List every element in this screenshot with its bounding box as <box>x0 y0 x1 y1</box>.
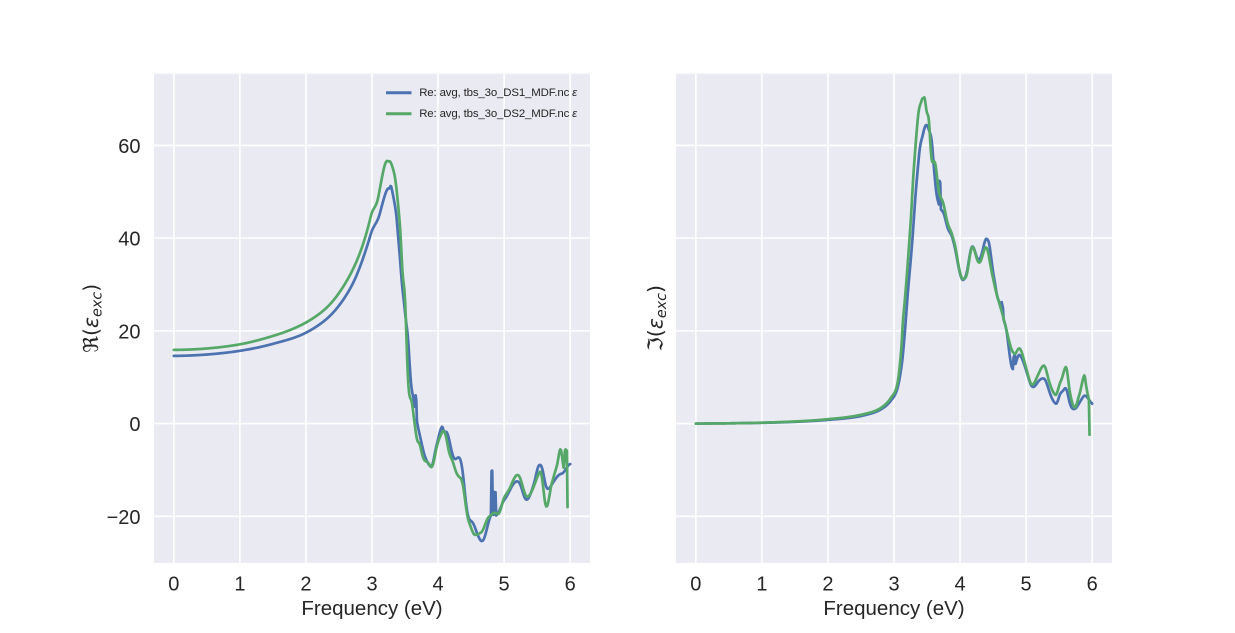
svg-text:−20: −20 <box>107 507 141 529</box>
svg-text:Re: avg, tbs_3o_DS1_MDF.nc ε: Re: avg, tbs_3o_DS1_MDF.nc ε <box>419 87 578 99</box>
svg-text:60: 60 <box>118 136 140 158</box>
svg-text:6: 6 <box>565 574 576 596</box>
svg-text:0: 0 <box>129 414 140 436</box>
svg-text:40: 40 <box>118 229 140 251</box>
svg-text:1: 1 <box>756 574 767 596</box>
svg-text:4: 4 <box>433 574 444 596</box>
svg-text:20: 20 <box>118 321 140 343</box>
svg-text:3: 3 <box>888 574 899 596</box>
svg-text:0: 0 <box>168 574 179 596</box>
svg-text:Frequency (eV): Frequency (eV) <box>823 597 964 620</box>
svg-text:Re: avg, tbs_3o_DS2_MDF.nc ε: Re: avg, tbs_3o_DS2_MDF.nc ε <box>419 108 578 120</box>
svg-text:5: 5 <box>1021 574 1032 596</box>
svg-text:1: 1 <box>234 574 245 596</box>
svg-text:5: 5 <box>499 574 510 596</box>
svg-text:0: 0 <box>690 574 701 596</box>
svg-text:2: 2 <box>300 574 311 596</box>
svg-text:Frequency (eV): Frequency (eV) <box>301 597 442 620</box>
svg-text:3: 3 <box>366 574 377 596</box>
svg-text:2: 2 <box>822 574 833 596</box>
svg-text:6: 6 <box>1087 574 1098 596</box>
svg-text:4: 4 <box>955 574 966 596</box>
